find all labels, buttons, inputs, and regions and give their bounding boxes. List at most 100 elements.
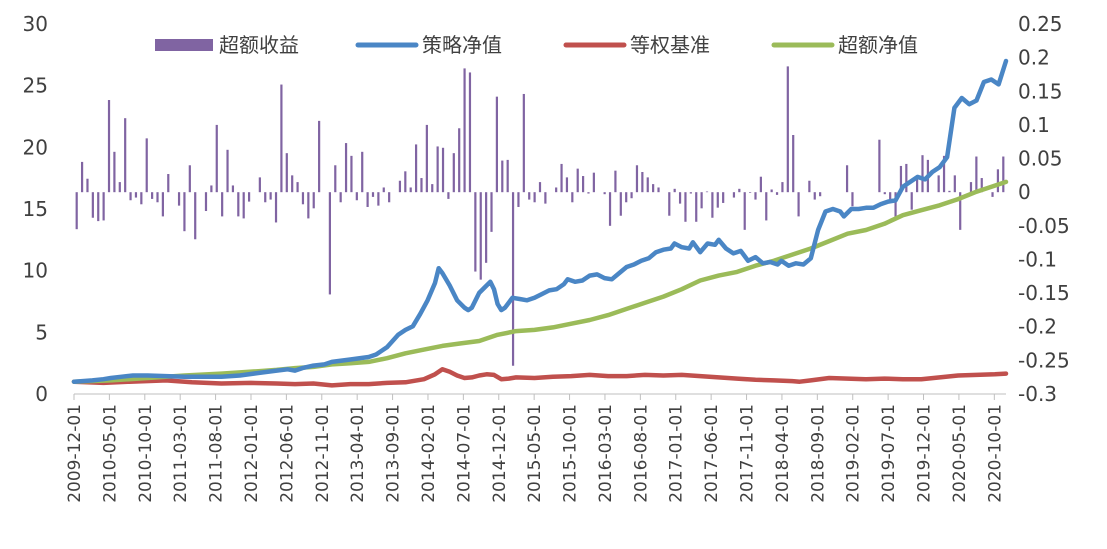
excess-return-bar: [625, 192, 628, 203]
excess-return-bar: [350, 155, 353, 193]
excess-return-bar: [334, 165, 337, 193]
x-tick-label: 2010-05-01: [100, 404, 120, 503]
excess-return-bar: [889, 192, 892, 201]
excess-return-bar: [291, 175, 294, 193]
excess-return-bar: [361, 151, 364, 193]
excess-return-bar: [641, 172, 644, 193]
excess-return-bar: [910, 192, 913, 210]
excess-return-bar: [732, 192, 736, 198]
excess-return-bar: [722, 192, 725, 203]
y-right-tick-label: 0.15: [1018, 79, 1063, 103]
excess-return-bar: [328, 192, 331, 295]
excess-return-bar: [264, 192, 267, 203]
excess-return-bar: [657, 187, 660, 193]
excess-return-bar: [899, 165, 903, 193]
excess-return-bar: [280, 84, 283, 193]
excess-return-bar: [538, 182, 542, 193]
excess-return-bar: [673, 188, 676, 193]
excess-return-bar: [603, 192, 606, 195]
excess-return-bar: [204, 192, 208, 212]
excess-return-bar: [743, 192, 746, 230]
excess-return-bar: [571, 192, 574, 203]
excess-return-bar: [221, 192, 224, 217]
excess-return-bar: [953, 175, 956, 193]
y-right-tick-label: -0.05: [1018, 214, 1070, 238]
y-left-tick-label: 10: [23, 259, 48, 283]
excess-return-bar: [635, 165, 639, 193]
excess-return-bar: [883, 192, 886, 195]
excess-return-bar: [436, 146, 439, 193]
x-tick-label: 2015-10-01: [561, 404, 581, 503]
x-tick-label: 2019-12-01: [915, 404, 935, 503]
excess-return-bar: [91, 192, 94, 218]
excess-return-bar: [555, 187, 558, 193]
excess-return-bars: [75, 66, 1005, 366]
x-tick-label: 2019-02-01: [844, 404, 864, 503]
x-tick-label: 2012-01-01: [242, 404, 262, 503]
y-right-tick-label: -0.25: [1018, 348, 1070, 372]
excess-return-bar: [247, 192, 251, 202]
excess-return-bar: [301, 192, 305, 205]
excess-return-bar: [97, 192, 100, 222]
excess-return-bar: [269, 192, 272, 200]
legend-label: 等权基准: [630, 33, 710, 57]
excess-return-bar: [447, 192, 450, 199]
x-tick-label: 2014-12-01: [490, 404, 510, 503]
excess-return-bar: [490, 192, 493, 232]
y-axis-right: -0.3 -0.25 -0.2 -0.15 -0.1 -0.05 0 0.05 0.1 0.15 0…: [1018, 12, 1070, 406]
excess-return-bar: [145, 138, 148, 193]
excess-return-bar: [770, 189, 773, 193]
x-tick-label: 2009-12-01: [65, 404, 85, 503]
excess-return-bar: [506, 159, 509, 193]
x-tick-label: 2012-06-01: [277, 404, 297, 503]
excess-return-bar: [991, 192, 994, 197]
excess-return-bar: [463, 68, 466, 193]
excess-return-bar: [937, 175, 940, 193]
legend-label: 超额收益: [219, 33, 299, 57]
x-tick-label: 2019-07-01: [879, 404, 899, 503]
excess-return-bar: [851, 192, 854, 207]
excess-return-bar: [689, 192, 692, 194]
excess-return-bar: [560, 163, 563, 193]
excess-return-bar: [581, 176, 585, 193]
excess-return-bar: [916, 175, 919, 193]
excess-return-bar: [409, 187, 412, 193]
excess-return-bar: [296, 182, 299, 193]
excess-return-bar: [775, 192, 779, 195]
excess-return-bar: [274, 192, 278, 223]
excess-return-bar: [210, 185, 213, 193]
excess-return-bar: [285, 153, 288, 193]
excess-return-bar: [420, 178, 423, 193]
excess-return-bar: [522, 93, 525, 193]
x-tick-label: 2018-04-01: [773, 404, 793, 503]
y-right-tick-label: 0: [1018, 180, 1031, 204]
excess-return-bar: [808, 180, 811, 193]
excess-return-bar: [485, 192, 488, 263]
legend-swatch-bar: [155, 39, 213, 51]
excess-return-bar: [242, 192, 245, 219]
excess-return-bar: [318, 120, 321, 193]
excess-return-bar: [695, 192, 698, 222]
excess-return-bar: [237, 192, 240, 217]
excess-return-bar: [425, 124, 428, 193]
y-right-tick-label: -0.1: [1018, 247, 1057, 271]
excess-return-bar: [113, 151, 116, 193]
x-tick-label: 2016-03-01: [596, 404, 616, 503]
excess-return-bar: [124, 118, 127, 193]
series-lines: [71, 58, 1009, 388]
excess-return-bar: [711, 192, 714, 218]
excess-return-bar: [754, 192, 757, 200]
excess-return-bar: [129, 192, 132, 201]
excess-return-bar: [905, 163, 908, 193]
x-tick-label: 2020-05-01: [950, 404, 970, 503]
excess-return-bar: [495, 96, 499, 193]
excess-return-bar: [468, 72, 472, 193]
excess-return-bar: [86, 178, 89, 193]
excess-return-bar: [398, 180, 402, 193]
excess-return-bar: [576, 168, 579, 193]
x-tick-label: 2017-11-01: [738, 404, 758, 503]
x-tick-label: 2014-02-01: [419, 404, 439, 503]
x-tick-label: 2013-09-01: [384, 404, 404, 503]
excess-return-bar: [980, 178, 983, 193]
